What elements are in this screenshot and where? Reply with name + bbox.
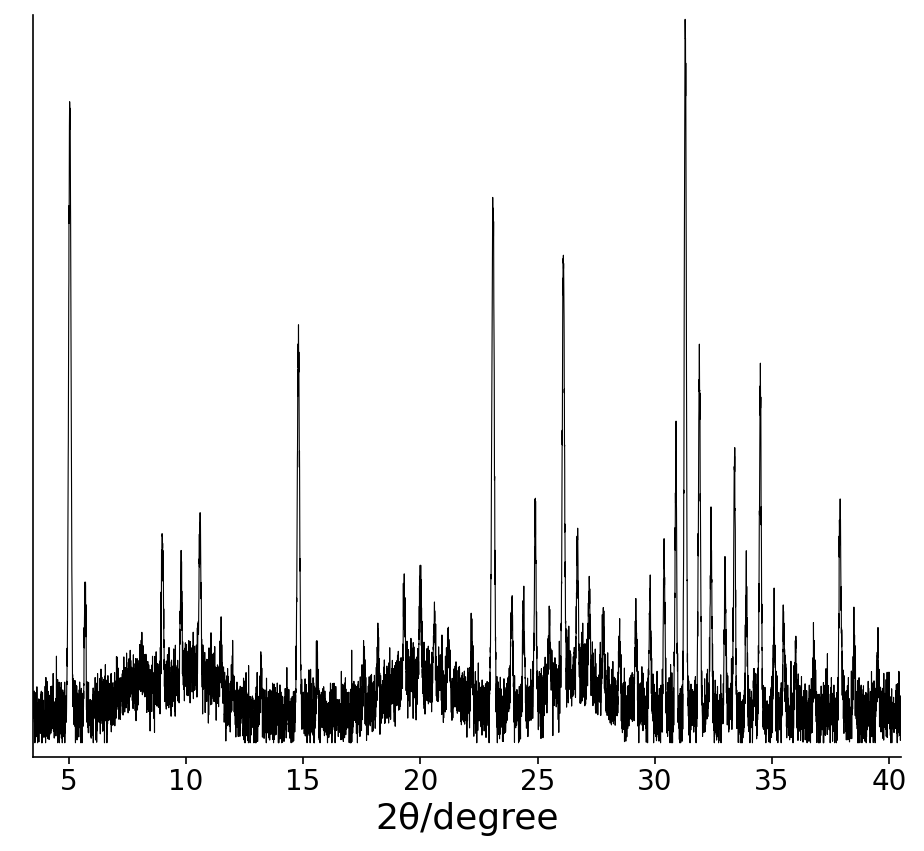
X-axis label: 2θ/degree: 2θ/degree — [375, 802, 559, 836]
